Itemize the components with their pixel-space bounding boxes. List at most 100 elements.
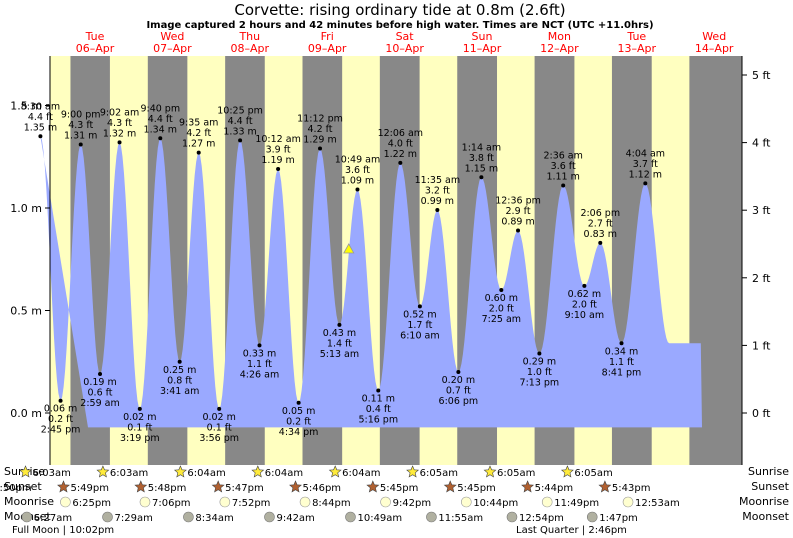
tide-label: 8:41 pm (602, 367, 642, 378)
sunset-row-label: Sunset (4, 480, 42, 493)
right-tick-label: 2 ft (752, 272, 771, 285)
sunset-icon (57, 480, 70, 493)
tide-label: 0.02 m (123, 412, 156, 423)
high-tide-point (398, 160, 403, 165)
sunrise-time: 6:05am (497, 468, 535, 479)
day-weekday: Mon (548, 30, 571, 43)
moonrise-icon (299, 496, 311, 508)
tide-label: 4.3 ft (107, 118, 132, 129)
moonset-time: 6:27am (34, 513, 72, 524)
tide-label: 1.19 m (261, 155, 294, 166)
day-date: 11–Apr (463, 42, 502, 55)
tide-label: 0.05 m (282, 406, 315, 417)
sunset-time: 5:45pm (380, 483, 419, 494)
sunrise-icon (251, 465, 265, 478)
day-date: 10–Apr (385, 42, 424, 55)
tide-label: 0.06 m (44, 404, 77, 415)
tide-label: 4.4 ft (28, 112, 53, 123)
high-tide-point (643, 181, 648, 186)
right-tick-label: 0 ft (752, 407, 771, 420)
moon-phase-last-quarter: Last Quarter | 2:46pm (516, 525, 627, 536)
moonrise-row-label-right: Moonrise (739, 495, 789, 508)
tide-label: 9:00 pm (61, 109, 101, 120)
low-tide-point (619, 341, 624, 346)
sunrise-time: 6:03am (33, 468, 71, 479)
sunset-row-label-right: Sunset (751, 480, 789, 493)
high-tide-point (158, 136, 163, 141)
high-tide-point (196, 150, 201, 155)
sunset-time: 5:49pm (70, 483, 109, 494)
chart-subtitle: Image captured 2 hours and 42 minutes be… (146, 20, 653, 31)
sunrise-row-label-right: Sunrise (748, 465, 789, 478)
moonrise-icon (139, 496, 151, 508)
high-tide-point (355, 187, 360, 192)
high-tide-point (318, 146, 323, 151)
tide-label: 0.11 m (362, 393, 395, 404)
sunrise-time: 6:04am (265, 468, 303, 479)
tide-label: 1.27 m (182, 139, 215, 150)
tide-label: 11:35 am (415, 175, 460, 186)
tide-label: 0.33 m (243, 348, 276, 359)
tide-label: 8:30 am (21, 101, 60, 112)
tide-label: 0.19 m (83, 377, 116, 388)
high-tide-point (117, 140, 122, 145)
sunrise-icon (96, 465, 110, 478)
tide-label: 3:41 am (160, 386, 199, 397)
tide-label: 1.35 m (24, 122, 57, 133)
astro-rows: SunriseSunriseSunsetSunsetMoonriseMoonri… (0, 465, 790, 524)
sunrise-time: 6:05am (574, 468, 612, 479)
sunset-icon (134, 480, 148, 493)
low-tide-point (537, 351, 542, 356)
sunset-icon (211, 480, 225, 493)
tide-label: 7:13 pm (520, 378, 560, 389)
tide-label: 4.3 ft (68, 120, 93, 131)
sunrise-icon (328, 465, 342, 478)
moonset-time: 7:29am (115, 513, 153, 524)
left-tick-label: 0.5 m (10, 305, 42, 318)
low-tide-point (217, 406, 222, 411)
tide-label: 0.60 m (485, 293, 518, 304)
right-tick-label: 1 ft (752, 339, 771, 352)
moonrise-time: 10:44pm (473, 498, 518, 509)
moon-phase-full: Full Moon | 10:02pm (12, 525, 114, 536)
moonset-row-label-right: Moonset (742, 510, 789, 523)
moonrise-icon (541, 496, 553, 508)
high-tide-point (38, 134, 43, 139)
tide-label: 1.1 ft (247, 359, 272, 370)
high-tide-point (598, 240, 603, 245)
sunset-icon (598, 480, 612, 493)
moonset-icon (102, 511, 113, 523)
right-tick-label: 3 ft (752, 204, 771, 217)
tide-label: 0.6 ft (88, 388, 113, 399)
tide-label: 1.0 ft (527, 367, 552, 378)
tide-label: 0.89 m (501, 217, 534, 228)
tide-label: 5:13 am (320, 349, 359, 360)
sunset-icon (521, 480, 535, 493)
tide-label: 2.0 ft (489, 304, 514, 315)
tide-label: 4:34 pm (279, 427, 319, 438)
sunrise-icon (560, 465, 574, 478)
tide-label: 6:10 am (400, 330, 439, 341)
tide-label: 0.4 ft (366, 404, 391, 415)
tide-label: 0.1 ft (207, 422, 232, 433)
tide-label: 9:02 am (100, 107, 139, 118)
day-date: 14–Apr (695, 42, 734, 55)
tide-label: 3.8 ft (469, 153, 494, 164)
tide-label: 0.20 m (442, 375, 475, 386)
high-tide-point (238, 138, 243, 143)
moonrise-row-label: Moonrise (4, 495, 54, 508)
day-weekday: Wed (702, 30, 726, 43)
tide-label: 9:40 pm (140, 103, 180, 114)
tide-label: 0.52 m (403, 309, 436, 320)
tide-label: 4:26 am (240, 369, 279, 380)
moonrise-time: 7:52pm (232, 498, 271, 509)
moonset-icon (264, 511, 275, 523)
y-axis-feet: 0 ft 1 ft 2 ft 3 ft 4 ft 5 ft (741, 56, 771, 465)
tide-labels: 8:30 am4.4 ft1.35 m0.06 m0.2 ft2:45 pm9:… (21, 101, 665, 444)
moonrise-time: 7:06pm (152, 498, 191, 509)
moonset-icon (506, 511, 518, 523)
tide-label: 0.43 m (323, 328, 356, 339)
tide-label: 3.6 ft (551, 161, 576, 172)
low-tide-point (582, 283, 587, 288)
